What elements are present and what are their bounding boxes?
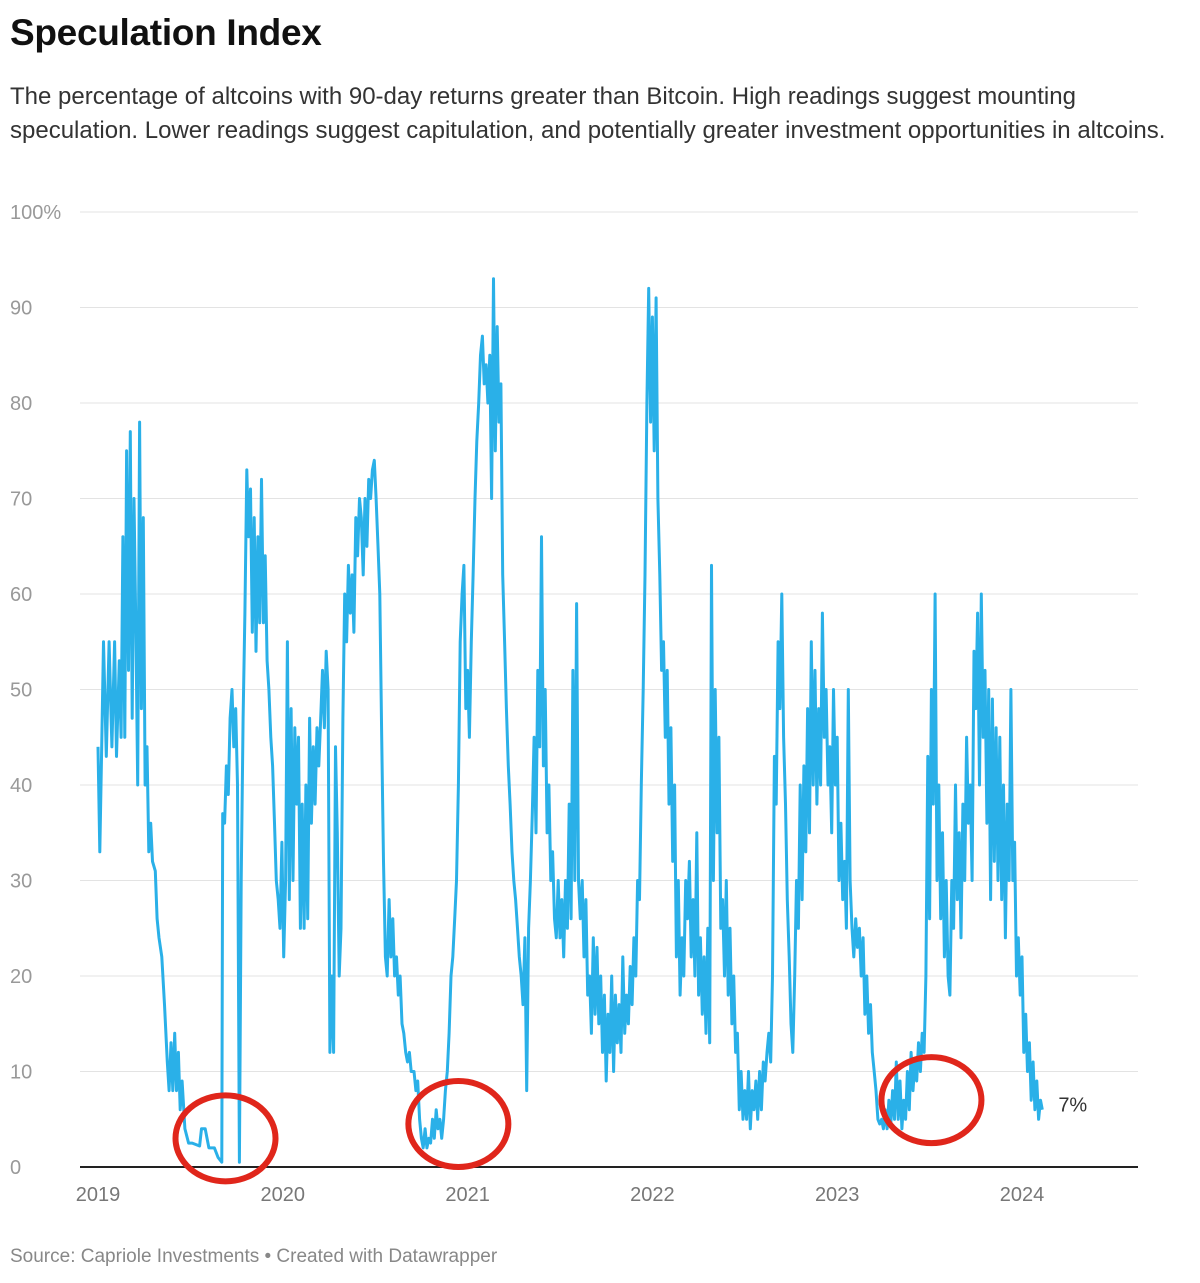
- x-tick-label: 2023: [815, 1184, 860, 1206]
- y-tick-label: 40: [10, 775, 32, 797]
- end-value-label: 7%: [1058, 1095, 1087, 1117]
- highlight-circle-1: [172, 1092, 279, 1185]
- y-tick-label: 90: [10, 298, 32, 320]
- y-tick-label: 0: [10, 1157, 21, 1179]
- y-tick-label: 50: [10, 680, 32, 702]
- y-tick-label: 60: [10, 584, 32, 606]
- x-tick-label: 2019: [76, 1184, 121, 1206]
- source-credit: Source: Capriole Investments • Created w…: [10, 1246, 498, 1267]
- y-tick-label: 10: [10, 1062, 32, 1084]
- chart-title: Speculation Index: [10, 12, 322, 53]
- series-line-speculation-index: [96, 277, 1044, 1164]
- y-tick-label: 100%: [10, 202, 61, 224]
- y-tick-label: 20: [10, 966, 32, 988]
- x-tick-label: 2022: [630, 1184, 675, 1206]
- x-axis-ticks: 2019 2020 2021 2022 2023 2024: [76, 1184, 1045, 1206]
- highlight-circle-3: [878, 1054, 985, 1147]
- highlight-circle-2: [405, 1078, 512, 1171]
- x-tick-label: 2024: [1000, 1184, 1045, 1206]
- x-tick-label: 2020: [261, 1184, 306, 1206]
- y-tick-label: 30: [10, 871, 32, 893]
- y-tick-label: 80: [10, 393, 32, 415]
- y-tick-label: 70: [10, 489, 32, 511]
- y-axis-ticks: 0 10 20 30 40 50 60 70 80 90 100%: [10, 202, 61, 1179]
- gridlines: [80, 211, 1138, 1072]
- chart-subtitle: The percentage of altcoins with 90-day r…: [10, 83, 1166, 144]
- highlight-circles: [172, 1054, 985, 1185]
- x-tick-label: 2021: [445, 1184, 490, 1206]
